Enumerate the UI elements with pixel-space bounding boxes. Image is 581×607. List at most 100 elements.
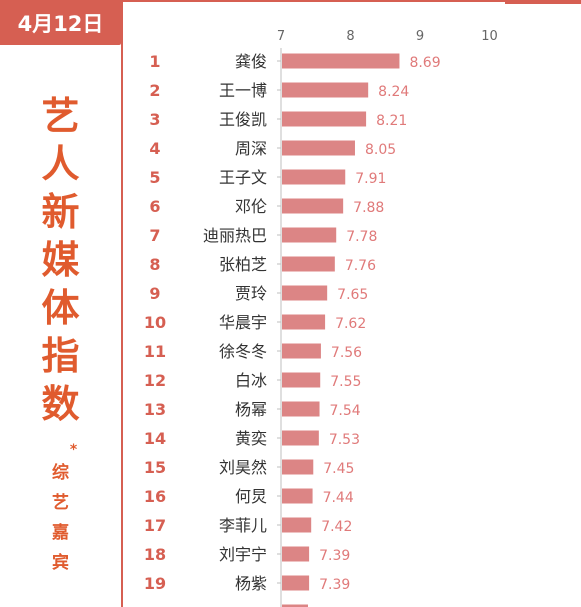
bar [282,430,319,446]
bar [282,343,321,359]
value-label: 7.55 [330,374,361,390]
rank-label: 19 [144,574,166,593]
bar [282,198,344,214]
value-label: 7.42 [321,519,352,535]
category-label: 何炅 [235,487,267,506]
bar [282,314,326,330]
value-label: 7.44 [323,490,354,506]
rank-label: 18 [144,545,166,564]
top-tab [505,0,581,4]
title-char: 体 [41,286,80,330]
rank-label: 4 [149,139,160,158]
category-label: 张柏芝 [219,255,267,274]
bar-partial [282,604,308,607]
title-char: 艺 [41,94,80,138]
x-tick-label: 9 [416,29,424,44]
category-label: 王子文 [219,168,267,187]
subtitle-char: 综 [52,463,69,483]
value-label: 7.39 [319,548,350,564]
category-label: 周深 [235,139,267,158]
bar [282,111,367,127]
value-label: 7.78 [346,229,377,245]
rank-label: 2 [149,81,160,100]
rank-label: 9 [149,284,160,303]
rank-label: 7 [149,226,160,245]
rank-label: 13 [144,400,166,419]
value-label: 7.45 [323,461,354,477]
x-tick-label: 10 [481,29,498,44]
x-tick-label: 8 [346,29,354,44]
bar [282,517,312,533]
rank-label: 16 [144,487,166,506]
value-label: 7.62 [335,316,366,332]
bar [282,488,313,504]
category-label: 王一博 [219,81,267,100]
value-label: 7.53 [329,432,360,448]
category-label: 刘昊然 [219,458,267,477]
value-label: 8.05 [365,142,396,158]
rank-label: 14 [144,429,166,448]
value-label: 8.24 [378,84,409,100]
bar [282,459,314,475]
value-label: 7.65 [337,287,368,303]
x-tick-label: 7 [277,29,285,44]
rank-label: 1 [149,52,160,71]
rank-label: 10 [144,313,166,332]
category-label: 迪丽热巴 [203,226,267,245]
category-label: 杨幂 [235,400,267,419]
rank-label: 5 [149,168,160,187]
category-label: 邓伦 [235,197,267,216]
vertical-subtitle: * 综艺嘉宾 [0,442,121,578]
rank-label: 17 [144,516,166,535]
value-label: 7.91 [355,171,386,187]
bar [282,82,369,98]
category-label: 白冰 [235,371,267,390]
subtitle-mark: * [69,442,78,458]
bar [282,227,337,243]
bar [282,546,310,562]
title-char: 指 [41,334,80,378]
category-label: 龚俊 [235,52,267,71]
bar [282,575,310,591]
category-label: 徐冬冬 [219,342,267,361]
value-label: 8.21 [376,113,407,129]
rank-label: 11 [144,342,166,361]
rank-label: 12 [144,371,166,390]
rank-label: 15 [144,458,166,477]
value-label: 8.69 [409,55,440,71]
subtitle-char: 嘉 [52,523,69,543]
subtitle-char: 艺 [52,493,69,513]
value-label: 7.76 [345,258,376,274]
bar [282,372,321,388]
title-char: 数 [41,382,80,426]
bar [282,53,400,69]
title-char: 媒 [41,238,80,282]
bar [282,169,346,185]
title-char: 新 [41,190,80,234]
value-label: 7.54 [330,403,361,419]
sidebar-rule [121,0,123,607]
bar [282,140,355,156]
category-label: 杨紫 [235,574,267,593]
category-label: 刘宇宁 [219,545,267,564]
bar [282,401,320,417]
rank-label: 3 [149,110,160,129]
value-label: 7.39 [319,577,350,593]
bar-chart: 7 8 9 10 1 龚俊 8.69 2 王一博 8.24 3 王俊凯 8.21 4 周深 8.05 5 王子文 7… [144,29,498,607]
category-label: 王俊凯 [219,110,267,129]
rank-label: 8 [149,255,160,274]
category-label: 黄奕 [235,429,267,448]
title-char: 人 [41,142,80,186]
value-label: 7.88 [353,200,384,216]
value-label: 7.56 [331,345,362,361]
category-label: 华晨宇 [219,313,267,332]
bar [282,256,335,272]
subtitle-char: 宾 [52,553,69,573]
bar [282,285,328,301]
date-badge: 4月12日 [0,0,121,45]
top-rule [121,0,581,2]
category-label: 贾玲 [235,284,267,303]
rank-label: 6 [149,197,160,216]
category-label: 李菲儿 [219,516,267,535]
vertical-title: 艺人新媒体指数 [0,92,121,428]
